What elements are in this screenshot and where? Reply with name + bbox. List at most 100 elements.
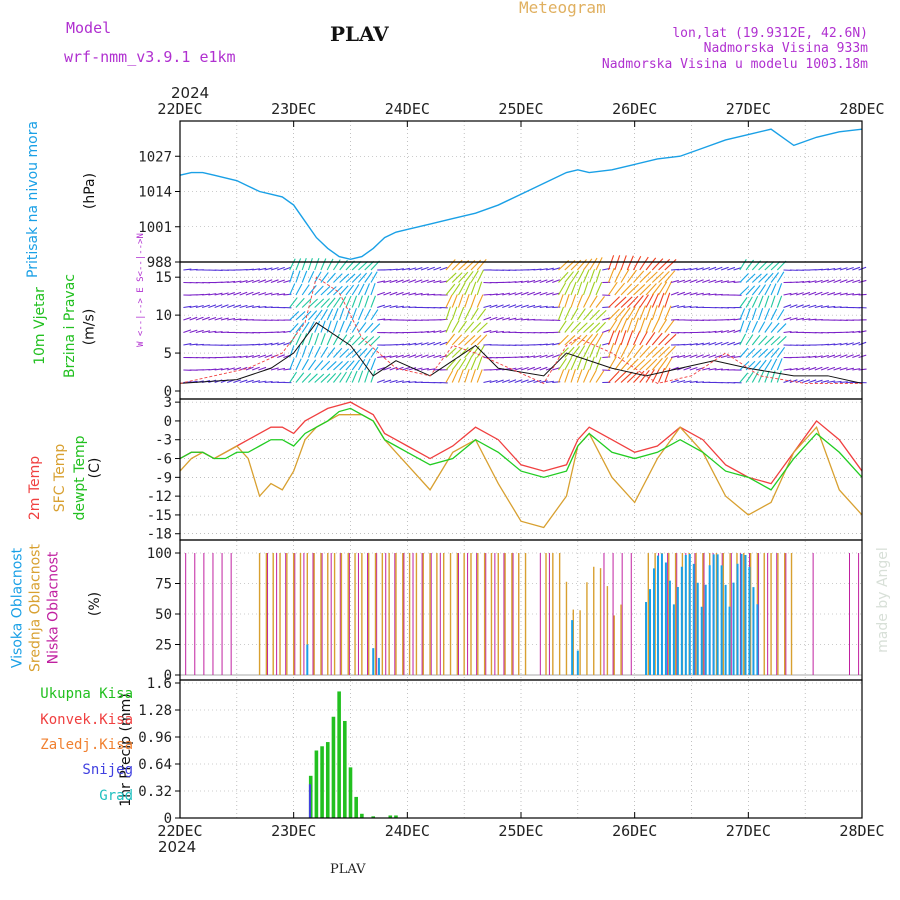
- time-label-bottom: 26DEC: [612, 822, 657, 840]
- wind-vector: [583, 269, 590, 283]
- wind-vector: [470, 334, 482, 346]
- wind-vector: [370, 295, 376, 308]
- wind-vector: [377, 379, 385, 384]
- wind-vector: [314, 320, 321, 333]
- wind-vector: [345, 273, 356, 283]
- wind-vector: [377, 367, 385, 371]
- wind-vector: [827, 354, 836, 359]
- temp-sfc-line: [179, 414, 863, 529]
- wind-vector: [820, 380, 829, 384]
- wind-vector: [314, 346, 321, 358]
- wind-vector: [464, 259, 476, 271]
- wind-vector: [476, 345, 485, 358]
- wind-vector: [539, 343, 548, 346]
- wind-vector: [189, 329, 198, 334]
- wind-vector: [564, 260, 576, 271]
- wind-vector: [389, 305, 398, 309]
- wind-vector: [220, 379, 229, 384]
- wind-vector: [508, 281, 517, 284]
- wind-vector: [339, 320, 345, 333]
- wind-vector: [583, 369, 590, 383]
- wind-vector: [320, 320, 326, 333]
- wind-vector: [689, 343, 698, 346]
- wind-vector: [183, 343, 192, 346]
- wind-vector: [658, 333, 670, 346]
- wind-vector: [183, 329, 192, 334]
- wind-vector: [458, 260, 470, 271]
- wind-vector: [770, 283, 777, 296]
- time-label-top: 26DEC: [612, 100, 657, 118]
- wind-vector: [770, 272, 780, 283]
- wind-vector: [464, 357, 472, 371]
- precip-rain-bar: [394, 815, 398, 818]
- wind-vector: [189, 343, 198, 346]
- wind-vector: [776, 347, 786, 358]
- wind-vector: [502, 331, 511, 334]
- wind-vector: [570, 270, 580, 283]
- wind-vector: [677, 354, 686, 359]
- precip-rain-bar: [354, 796, 358, 818]
- wind-vector: [714, 279, 723, 284]
- wind-vector: [702, 279, 711, 284]
- wind-vector: [595, 296, 605, 308]
- wind-vector: [502, 317, 511, 321]
- wind-vector: [770, 260, 781, 271]
- wind-vector: [445, 272, 457, 283]
- wind-vector: [558, 259, 570, 271]
- wind-vector: [670, 366, 679, 371]
- precip-rain-bar: [325, 742, 330, 818]
- wind-vector: [458, 347, 469, 358]
- wind-vector: [633, 295, 644, 308]
- wind-vector: [527, 268, 536, 271]
- wind-vector: [357, 358, 366, 371]
- wind-vector: [764, 335, 775, 346]
- wind-vector: [370, 260, 380, 271]
- wind-vector: [808, 280, 817, 284]
- wind-vector: [277, 367, 286, 371]
- wind-vector: [439, 266, 448, 271]
- wind-vector: [402, 366, 410, 371]
- wind-vector: [833, 367, 842, 371]
- wind-vector: [658, 318, 668, 333]
- wind-vector: [326, 272, 336, 283]
- wind-vector: [545, 380, 554, 384]
- wind-vector: [245, 379, 254, 384]
- wind-vector: [557, 306, 565, 321]
- wind-vector: [745, 296, 753, 308]
- wind-vector: [764, 283, 772, 296]
- wind-vector: [264, 292, 273, 296]
- wind-vector: [264, 381, 273, 384]
- wind-vector: [408, 381, 417, 384]
- wind-vector: [183, 381, 192, 384]
- wind-vector: [427, 279, 436, 284]
- wind-vector: [583, 322, 595, 333]
- wind-vector: [370, 370, 376, 383]
- wind-vector: [602, 267, 611, 271]
- wind-vector: [383, 379, 392, 384]
- wind-vector: [427, 354, 436, 359]
- wind-vector: [683, 279, 692, 284]
- wind-vector: [789, 292, 798, 296]
- wind-vector: [358, 272, 367, 283]
- wind-vector: [658, 281, 668, 296]
- wind-vector: [402, 380, 411, 384]
- wind-vector: [451, 320, 460, 333]
- wind-vector: [745, 273, 756, 283]
- wind-vector: [620, 330, 627, 346]
- wind-vector: [252, 268, 261, 271]
- wind-vector: [614, 357, 625, 371]
- wind-vector: [645, 358, 658, 371]
- wind-vector: [464, 346, 475, 358]
- wind-vector: [608, 255, 615, 271]
- wind-vector: [545, 354, 554, 359]
- wind-vector: [239, 366, 248, 371]
- wind-vector: [289, 311, 300, 321]
- wind-vector: [333, 347, 343, 358]
- wind-vector: [189, 268, 198, 271]
- wind-vector: [370, 346, 379, 358]
- wind-vector: [214, 379, 223, 384]
- wind-vector: [670, 268, 680, 271]
- wind-vector: [389, 366, 398, 371]
- wind-vector: [208, 330, 217, 334]
- wind-vector: [727, 266, 736, 271]
